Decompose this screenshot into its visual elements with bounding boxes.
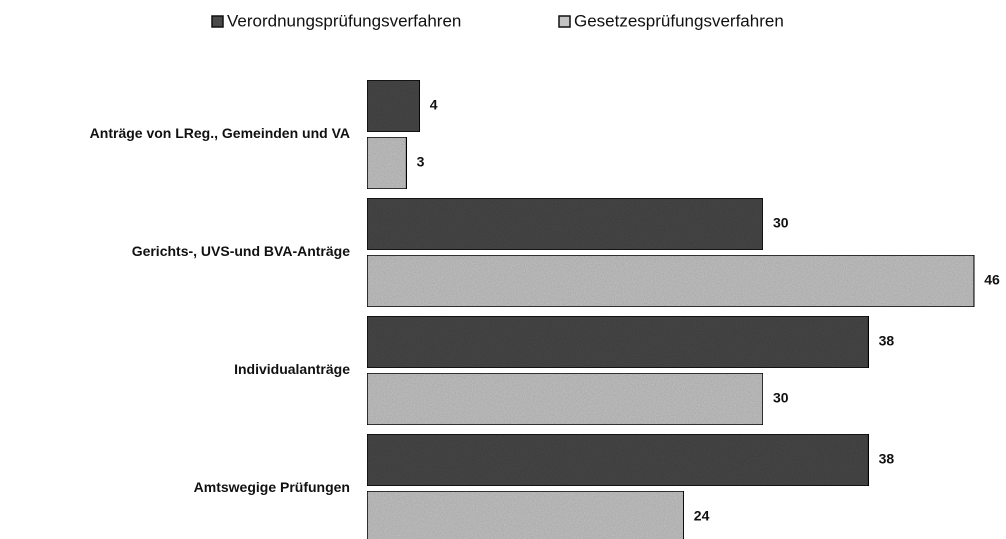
value-label: 3 [417,154,425,170]
legend-label: Verordnungsprüfungsverfahren [227,11,461,30]
bar [366,490,685,539]
value-label: 38 [879,333,895,349]
bar [366,372,764,426]
bar [366,136,408,190]
legend-swatch [558,15,571,28]
category-label: Individualanträge [234,361,350,377]
value-label: 30 [773,390,789,406]
bar [366,79,421,133]
value-label: 24 [694,508,710,524]
category-label: Amtswegige Prüfungen [194,479,350,495]
bar [366,197,764,251]
bar [366,315,870,369]
category-label: Gerichts-, UVS-und BVA-Anträge [132,243,351,259]
value-label: 38 [879,451,895,467]
legend-swatch [211,15,224,28]
category-label: Anträge von LReg., Gemeinden und VA [90,125,350,141]
value-label: 4 [430,97,438,113]
value-label: 46 [984,272,1000,288]
bar [366,433,870,487]
value-label: 30 [773,215,789,231]
bar [366,254,975,308]
legend-label: Gesetzesprüfungsverfahren [574,11,784,30]
